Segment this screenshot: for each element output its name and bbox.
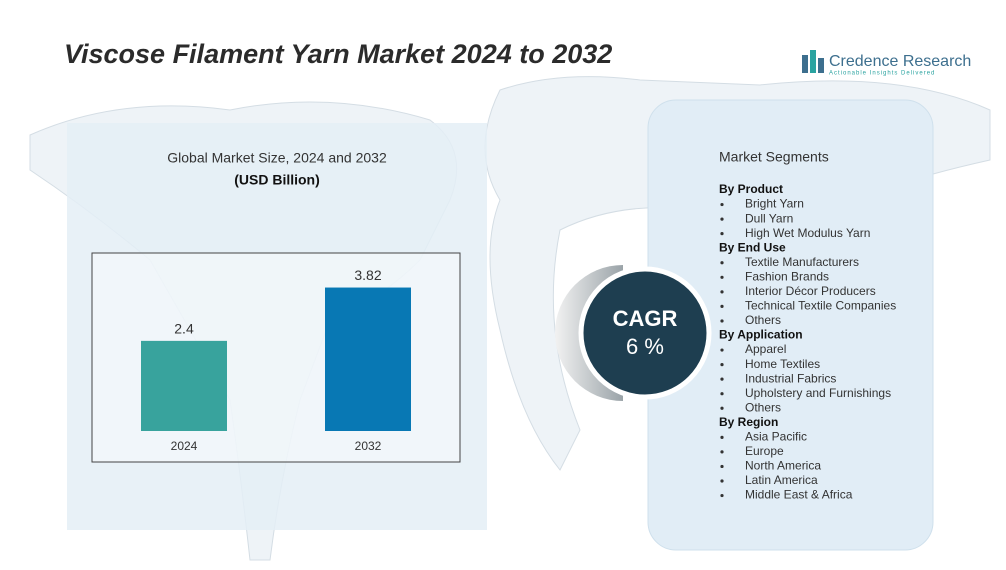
bullet <box>720 450 724 454</box>
bullet <box>720 319 724 323</box>
segment-item: Others <box>745 400 781 414</box>
segment-item: Apparel <box>745 342 786 356</box>
logo-tagline: Actionable Insights Delivered <box>829 71 935 77</box>
x-tick-label: 2032 <box>355 439 382 453</box>
segment-group: By Region <box>719 415 778 429</box>
logo: Credence Research Actionable Insights De… <box>802 50 971 77</box>
segment-group: By Application <box>719 328 803 342</box>
segment-item: Europe <box>745 444 784 458</box>
logo-bar <box>802 55 808 73</box>
segment-item: Interior Décor Producers <box>745 284 876 298</box>
segment-item: Home Textiles <box>745 357 820 371</box>
cagr-value: 6 % <box>626 334 664 359</box>
bullet <box>720 290 724 294</box>
segment-item: Dull Yarn <box>745 211 793 225</box>
segment-item: Asia Pacific <box>745 430 807 444</box>
bullet <box>720 435 724 439</box>
segment-item: North America <box>745 459 821 473</box>
segment-item: Industrial Fabrics <box>745 371 836 385</box>
chart-subtitle: (USD Billion) <box>234 172 320 188</box>
bullet <box>720 304 724 308</box>
segment-item: Textile Manufacturers <box>745 255 859 269</box>
segment-item: Others <box>745 313 781 327</box>
value-label: 2.4 <box>174 321 194 337</box>
bullet <box>720 217 724 221</box>
segment-item: Upholstery and Furnishings <box>745 386 891 400</box>
segment-group: By End Use <box>719 240 786 254</box>
segment-item: High Wet Modulus Yarn <box>745 226 870 240</box>
segment-item: Latin America <box>745 473 818 487</box>
bullet <box>720 348 724 352</box>
bar <box>325 287 411 431</box>
cagr-label: CAGR <box>613 306 678 331</box>
bullet <box>720 261 724 265</box>
segment-item: Bright Yarn <box>745 197 804 211</box>
bullet <box>720 464 724 469</box>
segment-group: By Product <box>719 182 783 196</box>
bullet <box>720 406 724 410</box>
bar <box>141 340 227 431</box>
bullet <box>720 363 724 367</box>
cagr-circle <box>578 266 712 400</box>
chart-title: Global Market Size, 2024 and 2032 <box>167 150 387 166</box>
segments-title: Market Segments <box>719 149 829 165</box>
logo-bar <box>810 50 816 73</box>
logo-name: Credence Research <box>829 53 971 70</box>
value-label: 3.82 <box>354 267 381 283</box>
x-tick-label: 2024 <box>171 439 198 453</box>
bullet <box>720 479 724 483</box>
bullet <box>720 377 724 381</box>
logo-bar <box>818 58 824 73</box>
segment-item: Fashion Brands <box>745 269 829 283</box>
page-title: Viscose Filament Yarn Market 2024 to 203… <box>64 39 612 69</box>
bullet <box>720 493 724 498</box>
bullet <box>720 202 724 207</box>
bullet <box>720 232 724 236</box>
bullet <box>720 275 724 279</box>
segment-item: Technical Textile Companies <box>745 299 896 313</box>
bars: 2.4 2024 3.82 2032 <box>141 267 411 453</box>
bullet <box>720 392 724 396</box>
segment-item: Middle East & Africa <box>745 488 853 502</box>
